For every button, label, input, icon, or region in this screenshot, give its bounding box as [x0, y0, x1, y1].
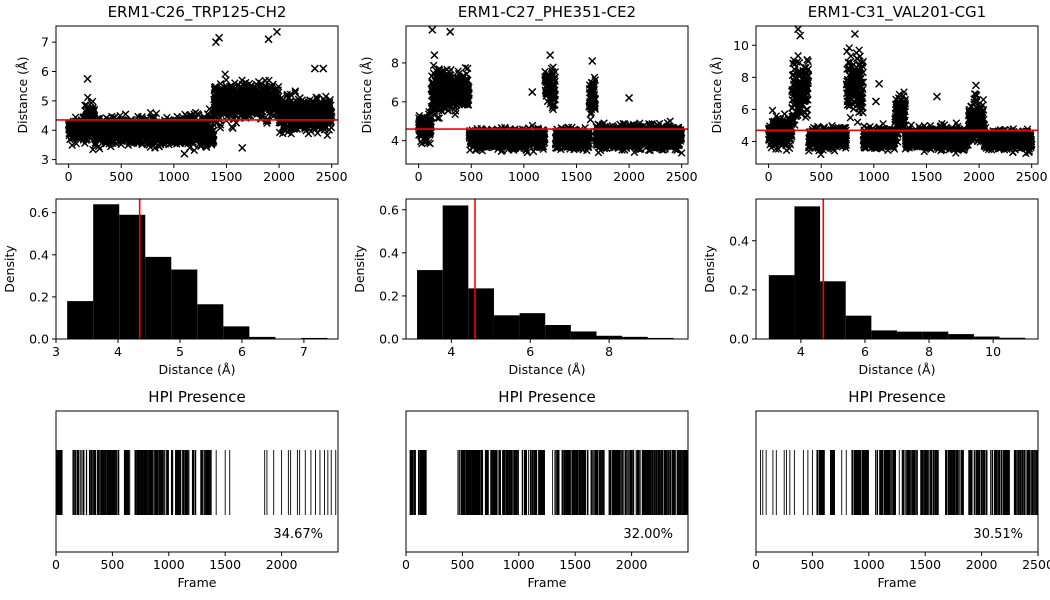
chart-title: ERM1-C26_TRP125-CH2: [108, 3, 287, 22]
scatter-point: [212, 39, 219, 46]
x-tick-label: 0: [65, 169, 73, 184]
scatter-point: [328, 124, 335, 131]
y-tick-label: 5: [41, 93, 49, 108]
x-tick-label: 1500: [211, 169, 243, 184]
scatter-point: [239, 144, 246, 151]
y-tick-label: 6: [41, 64, 49, 79]
y-axis-label: Distance (Å): [15, 57, 30, 134]
scatter-point: [216, 34, 223, 41]
scatter-point: [265, 36, 272, 43]
x-tick-label: 1000: [158, 169, 190, 184]
y-tick-label: 4: [41, 123, 49, 138]
panel-0: [52, 26, 338, 168]
y-tick-label: 3: [41, 152, 49, 167]
scatter-point: [84, 75, 91, 82]
scatter-point: [273, 28, 280, 35]
scatter-point: [320, 65, 327, 72]
y-tick-label: 7: [41, 35, 49, 50]
x-tick-label: 500: [109, 169, 133, 184]
scatter-point: [181, 150, 188, 157]
x-tick-label: 2000: [263, 169, 295, 184]
scatter-point: [222, 71, 229, 78]
panel-1: [402, 26, 688, 168]
scatter-point: [84, 94, 91, 101]
scatter-point: [323, 93, 330, 100]
x-tick-label: 2500: [316, 169, 348, 184]
scatter-point: [311, 65, 318, 72]
